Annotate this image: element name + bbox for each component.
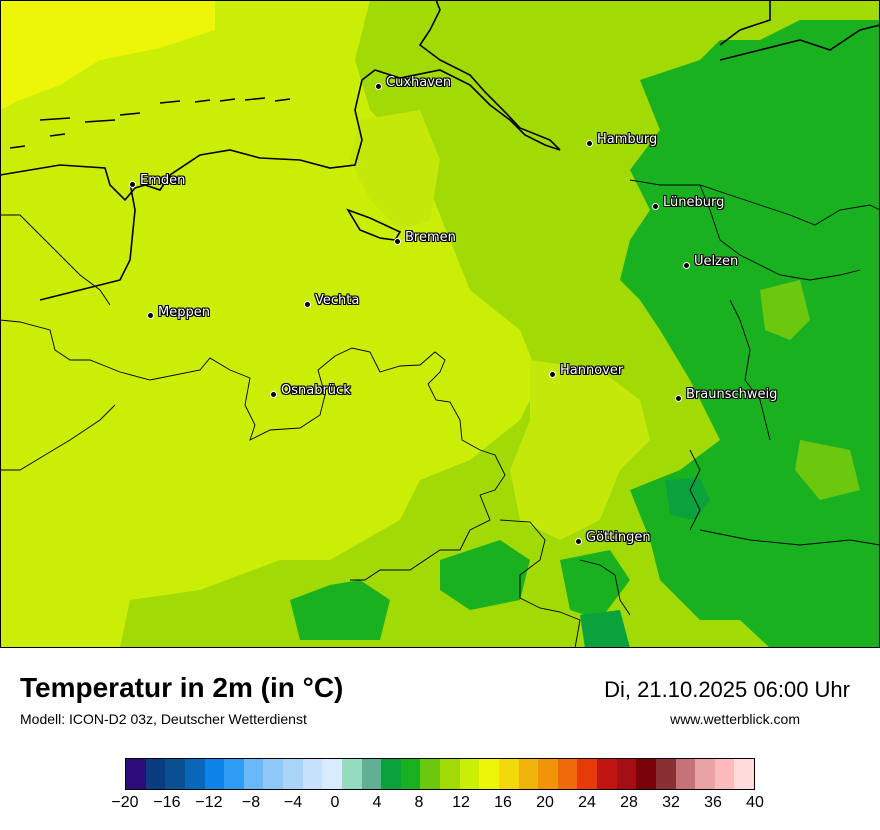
city-dot-meppen bbox=[147, 312, 154, 319]
colorbar-segment bbox=[440, 759, 460, 789]
model-subtitle: Modell: ICON-D2 03z, Deutscher Wetterdie… bbox=[20, 711, 307, 727]
city-dot-bremen bbox=[394, 238, 401, 245]
field-6-8-s bbox=[580, 610, 630, 648]
website-link[interactable]: www.wetterblick.com bbox=[670, 711, 800, 727]
colorbar-segment bbox=[459, 759, 480, 789]
colorbar-segment bbox=[204, 759, 225, 789]
colorbar-segment bbox=[498, 759, 519, 789]
field-6-8 bbox=[665, 478, 710, 520]
field-8-10-sw bbox=[290, 580, 390, 640]
colorbar-tick-label: −4 bbox=[283, 794, 303, 811]
colorbar-segment bbox=[302, 759, 323, 789]
coastlines bbox=[0, 0, 880, 301]
colorbar-segment bbox=[263, 759, 283, 789]
colorbar-segment bbox=[695, 759, 715, 789]
colorbar-segment bbox=[597, 759, 617, 789]
colorbar-tick-label: −12 bbox=[195, 794, 223, 811]
colorbar-tick-label: 4 bbox=[372, 794, 382, 811]
city-dot-osnabrueck bbox=[270, 391, 277, 398]
colorbar-tick-label: 32 bbox=[662, 794, 680, 811]
city-dot-vechta bbox=[304, 301, 311, 308]
field-12-pocket bbox=[510, 360, 650, 540]
colorbar-tick-label: 28 bbox=[620, 794, 638, 811]
colorbar-segment bbox=[283, 759, 303, 789]
colorbar-ticks: −20 −16 −12 −8 −4 0 4 8 12 16 20 24 28 32 36 40 bbox=[111, 794, 763, 824]
borders bbox=[0, 179, 880, 648]
temperature-field bbox=[0, 0, 880, 648]
city-dot-emden bbox=[129, 181, 136, 188]
field-8-10-s bbox=[440, 540, 530, 610]
colorbar-segment bbox=[224, 759, 244, 789]
field-10-patch-2 bbox=[795, 440, 860, 500]
colorbar-segment bbox=[557, 759, 578, 789]
city-label-goettingen: Göttingen bbox=[586, 530, 651, 545]
city-dot-braunschweig bbox=[675, 395, 682, 402]
field-10-patch bbox=[760, 280, 810, 340]
field-8-10-s2 bbox=[560, 550, 630, 620]
field-12-pocket-north bbox=[350, 110, 440, 230]
field-16-20 bbox=[0, 0, 215, 110]
colorbar-segment bbox=[243, 759, 264, 789]
city-dot-goettingen bbox=[575, 538, 582, 545]
city-label-bremen: Bremen bbox=[405, 230, 456, 245]
city-dot-uelzen bbox=[683, 262, 690, 269]
city-label-hannover: Hannover bbox=[560, 363, 624, 378]
city-dot-hamburg bbox=[586, 140, 593, 147]
colorbar-segment bbox=[577, 759, 597, 789]
colorbar-tick-label: 40 bbox=[746, 794, 764, 811]
colorbar-segment bbox=[400, 759, 421, 789]
colorbar-segment bbox=[636, 759, 656, 789]
colorbar-tick-label: 36 bbox=[704, 794, 722, 811]
city-label-uelzen: Uelzen bbox=[694, 254, 739, 269]
city-label-cuxhaven: Cuxhaven bbox=[386, 75, 452, 90]
city-label-meppen: Meppen bbox=[158, 305, 210, 320]
colorbar-segment bbox=[381, 759, 401, 789]
colorbar-segment bbox=[126, 759, 146, 789]
city-label-vechta: Vechta bbox=[315, 293, 360, 308]
city-label-lueneburg: Lüneburg bbox=[663, 195, 725, 210]
colorbar-segment bbox=[420, 759, 440, 789]
colorbar-tick-label: 20 bbox=[536, 794, 554, 811]
colorbar-segment bbox=[361, 759, 382, 789]
colorbar-segment bbox=[518, 759, 539, 789]
colorbar-tick-label: 24 bbox=[578, 794, 596, 811]
colorbar-tick-label: 0 bbox=[330, 794, 340, 811]
colorbar-segment bbox=[538, 759, 558, 789]
forecast-datetime: Di, 21.10.2025 06:00 Uhr bbox=[604, 677, 850, 702]
colorbar-segment bbox=[479, 759, 499, 789]
colorbar-segment bbox=[734, 759, 754, 789]
colorbar-tick-label: 8 bbox=[414, 794, 424, 811]
city-label-emden: Emden bbox=[140, 173, 186, 188]
city-dot-hannover bbox=[549, 371, 556, 378]
colorbar-segment bbox=[655, 759, 676, 789]
colorbar-segment bbox=[145, 759, 166, 789]
map-title: Temperatur in 2m (in °C) bbox=[20, 672, 344, 703]
colorbar-tick-label: 16 bbox=[494, 794, 512, 811]
colorbar-tick-label: −20 bbox=[111, 794, 139, 811]
colorbar-tick-label: 12 bbox=[452, 794, 470, 811]
colorbar-segment bbox=[714, 759, 735, 789]
temperature-map: Cuxhaven Hamburg Emden Lüneburg Bremen U… bbox=[0, 0, 880, 648]
city-label-hamburg: Hamburg bbox=[597, 132, 658, 147]
colorbar-segment bbox=[322, 759, 342, 789]
city-dot-cuxhaven bbox=[375, 83, 382, 90]
colorbar-segment bbox=[165, 759, 185, 789]
colorbar-tick-label: −8 bbox=[241, 794, 261, 811]
colorbar-segment bbox=[675, 759, 696, 789]
city-dot-lueneburg bbox=[652, 203, 659, 210]
temperature-colorbar bbox=[125, 758, 755, 790]
colorbar-segment bbox=[341, 759, 362, 789]
colorbar-segment bbox=[616, 759, 637, 789]
colorbar-tick-label: −16 bbox=[153, 794, 181, 811]
colorbar-segment bbox=[184, 759, 205, 789]
city-label-braunschweig: Braunschweig bbox=[686, 387, 778, 402]
city-label-osnabrueck: Osnabrück bbox=[281, 383, 351, 398]
